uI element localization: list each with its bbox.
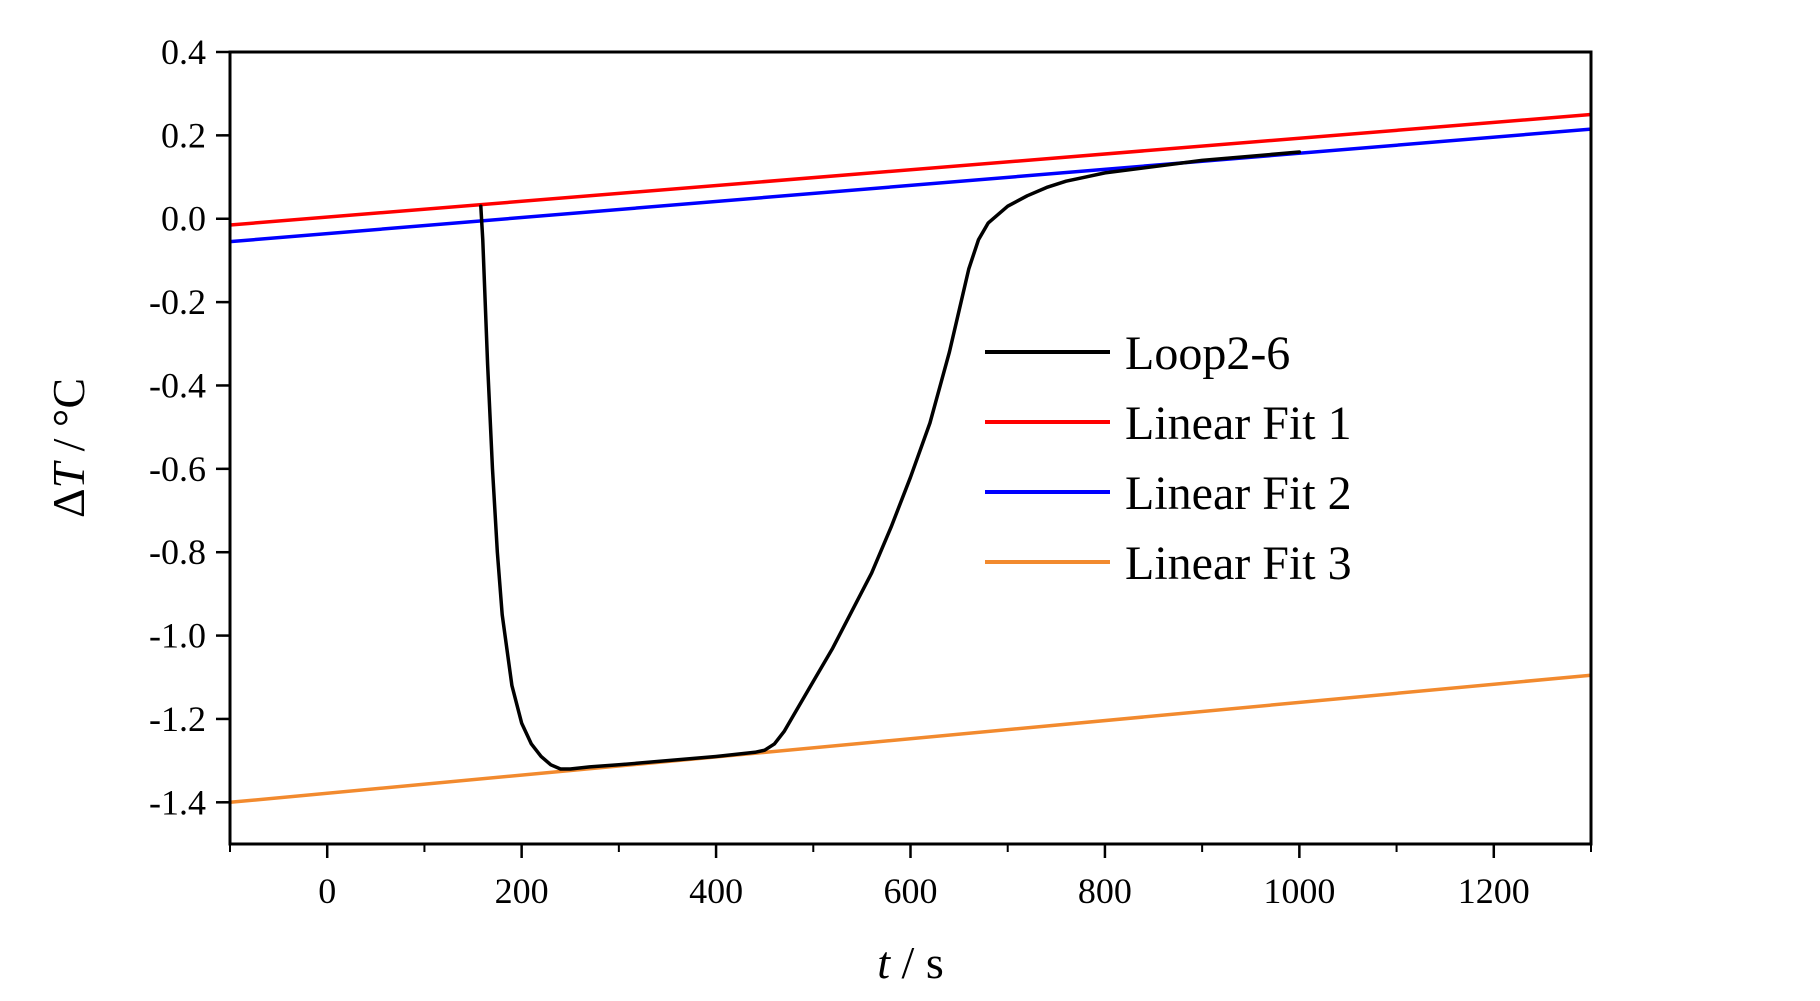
y-axis-prefix: Δ: [43, 488, 94, 518]
y-tick-label: -0.8: [149, 532, 206, 572]
y-axis-title: ΔT / °C: [43, 378, 94, 518]
x-axis-title: t / s: [877, 937, 943, 988]
y-tick-label: 0.2: [161, 115, 206, 155]
x-tick-label: 0: [318, 871, 336, 911]
y-tick-label: 0.4: [161, 32, 206, 72]
legend-label: Linear Fit 2: [1125, 467, 1352, 520]
series-line-linear-fit-3: [230, 673, 1591, 805]
x-tick-label: 1200: [1458, 871, 1530, 911]
series-line-loop2-6: [479, 150, 1302, 771]
y-tick-label: -0.2: [149, 282, 206, 322]
x-tick-label: 1000: [1263, 871, 1335, 911]
y-tick-label: -0.6: [149, 449, 206, 489]
y-axis-variable: T: [43, 459, 94, 488]
legend-label: Linear Fit 1: [1125, 397, 1352, 450]
series-group: [230, 112, 1591, 805]
x-tick-label: 800: [1078, 871, 1132, 911]
y-tick-label: -1.0: [149, 616, 206, 656]
x-axis-unit: / s: [890, 937, 944, 988]
series-line-linear-fit-2: [230, 127, 1591, 244]
series-line-linear-fit-1: [230, 112, 1591, 227]
legend-label: Loop2-6: [1125, 327, 1290, 380]
legend: Loop2-6 Linear Fit 1 Linear Fit 2 Linear Fi…: [985, 327, 1352, 590]
x-tick-label: 400: [689, 871, 743, 911]
y-tick-label: 0.0: [161, 199, 206, 239]
y-tick-label: -1.2: [149, 699, 206, 739]
y-tick-label: -1.4: [149, 782, 206, 822]
x-tick-label: 200: [495, 871, 549, 911]
y-axis-unit: / °C: [43, 378, 94, 463]
legend-label: Linear Fit 3: [1125, 537, 1352, 590]
x-tick-label: 600: [884, 871, 938, 911]
y-tick-label: -0.4: [149, 365, 206, 405]
x-axis-variable: t: [877, 937, 891, 988]
